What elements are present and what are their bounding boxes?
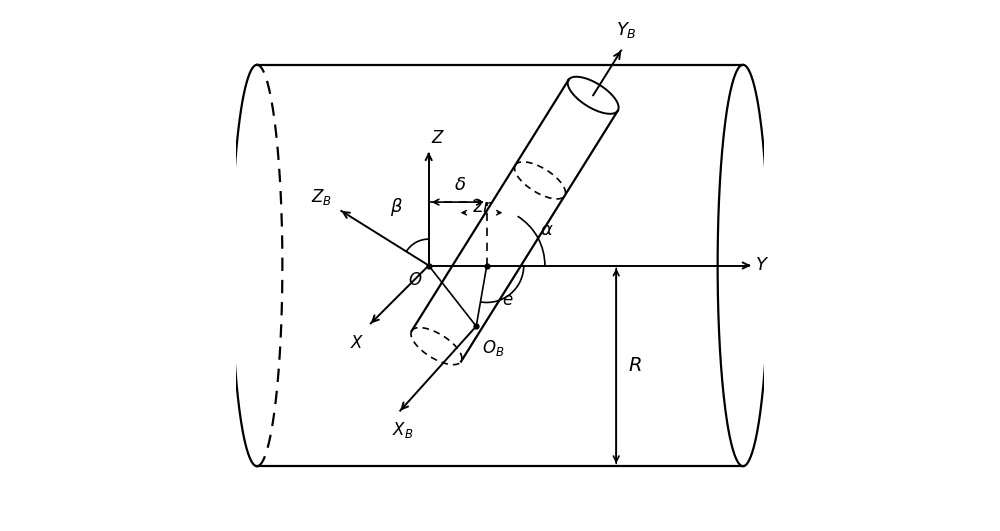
Text: $Y$: $Y$ <box>755 256 769 275</box>
Text: $\delta$: $\delta$ <box>454 176 466 194</box>
Text: $X_B$: $X_B$ <box>392 420 414 440</box>
Text: $Y_B$: $Y_B$ <box>616 20 637 40</box>
Text: $R$: $R$ <box>628 356 642 375</box>
Text: $X$: $X$ <box>350 334 364 352</box>
Text: $\beta$: $\beta$ <box>390 196 403 218</box>
Text: $O$: $O$ <box>408 271 422 289</box>
Text: $\alpha$: $\alpha$ <box>540 221 553 239</box>
Text: $2r$: $2r$ <box>471 199 492 217</box>
Text: $Z_B$: $Z_B$ <box>311 187 332 207</box>
Text: $O_B$: $O_B$ <box>482 338 504 358</box>
Text: $e$: $e$ <box>502 291 514 309</box>
Text: $Z$: $Z$ <box>431 129 445 147</box>
